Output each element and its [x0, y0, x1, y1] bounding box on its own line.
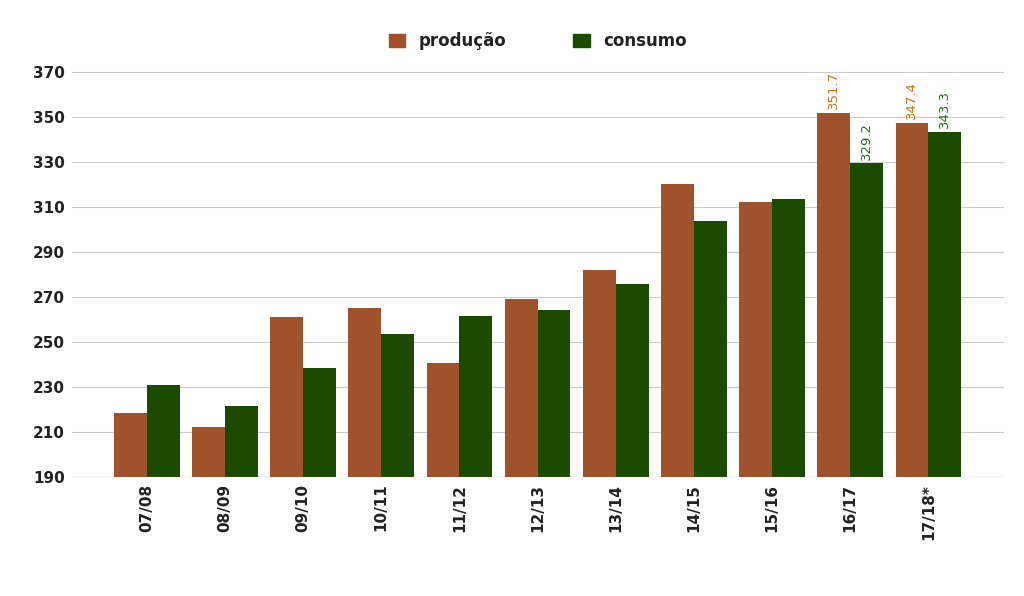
Bar — [538, 311, 570, 477]
Bar — [850, 163, 883, 477]
Bar — [739, 202, 772, 477]
Bar — [146, 384, 179, 477]
Bar — [694, 221, 727, 477]
Bar — [193, 427, 225, 477]
Bar — [817, 113, 850, 477]
Bar — [114, 412, 146, 477]
Bar — [427, 363, 460, 477]
Bar — [583, 270, 615, 477]
Text: 329.2: 329.2 — [860, 122, 873, 160]
Bar — [270, 317, 303, 477]
Bar — [348, 308, 381, 477]
Bar — [303, 368, 336, 477]
Bar — [225, 406, 258, 477]
Bar — [460, 316, 493, 477]
Text: 351.7: 351.7 — [827, 72, 841, 110]
Bar — [505, 299, 538, 477]
Text: 347.4: 347.4 — [905, 81, 919, 119]
Bar — [381, 334, 414, 477]
Bar — [896, 123, 929, 477]
Bar — [662, 184, 694, 477]
Legend: produção, consumo: produção, consumo — [380, 24, 695, 58]
Text: 343.3: 343.3 — [938, 91, 951, 128]
Bar — [772, 199, 805, 477]
Bar — [929, 132, 962, 477]
Bar — [615, 284, 648, 477]
